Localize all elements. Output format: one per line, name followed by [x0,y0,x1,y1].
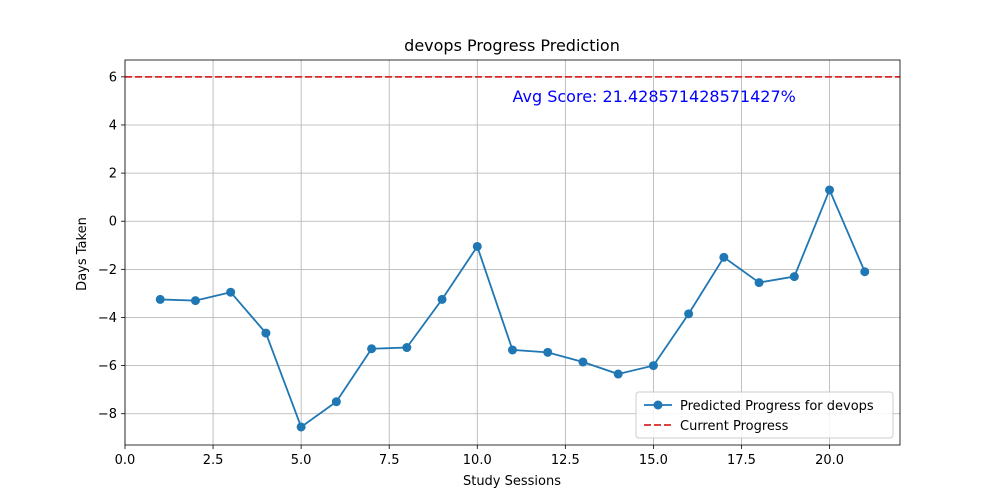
y-tick-label: 0 [109,215,117,230]
data-point [578,357,588,367]
y-tick-label: 6 [109,70,117,85]
legend-series-swatch-marker [653,400,663,410]
data-point [402,343,412,353]
data-point [155,294,165,304]
data-point [789,272,799,282]
x-tick-label: 5.0 [291,453,312,468]
x-tick-label: 15.0 [639,453,668,468]
series-line [160,187,866,429]
legend-box [635,391,894,439]
tick-labels: 0.0 2.5 5.0 7.5 10.0 12.5 15.0 17.5 20.0 −8 −6 −4 −2… [98,70,844,468]
x-tick-label: 7.5 [379,453,400,468]
y-axis-label: Days Taken [75,217,90,291]
grid [124,60,900,445]
data-point [825,185,835,195]
plot-frame [124,59,901,446]
y-tick-label: −6 [98,359,117,374]
legend-reference-label: Current Progress [680,419,789,434]
avg-score-annotation: Avg Score: 21.428571428571427% [513,87,796,106]
annotations: Avg Score: 21.428571428571427% [513,87,796,106]
data-point [613,369,623,379]
y-tick-label: −8 [98,407,117,422]
data-point [261,328,271,338]
y-tick-label: 4 [109,118,117,133]
y-tick-label: 2 [109,167,117,182]
y-tick-label: −2 [98,263,117,278]
data-point [543,347,553,357]
series-layer [155,185,870,432]
axes [121,59,901,449]
data-point [648,361,658,371]
x-tick-label: 0.0 [115,453,136,468]
legend-series-label: Predicted Progress for devops [680,399,874,414]
data-point [226,287,236,297]
data-point [472,241,482,251]
legend: Predicted Progress for devops Current Pro… [635,391,894,439]
data-point [331,397,341,407]
chart-title: devops Progress Prediction [404,36,620,55]
x-tick-label: 12.5 [551,453,580,468]
data-point [437,294,447,304]
data-point [754,278,764,288]
data-point [508,345,517,355]
y-tick-label: −4 [98,311,117,326]
data-point [719,252,729,262]
x-axis-label: Study Sessions [463,474,561,489]
x-tick-label: 17.5 [727,453,756,468]
x-tick-label: 2.5 [203,453,224,468]
data-point [367,344,377,354]
data-point [684,309,694,319]
data-point [860,267,870,277]
data-point [190,296,200,306]
x-tick-label: 10.0 [463,453,492,468]
data-point [296,422,306,432]
x-tick-label: 20.0 [815,453,844,468]
